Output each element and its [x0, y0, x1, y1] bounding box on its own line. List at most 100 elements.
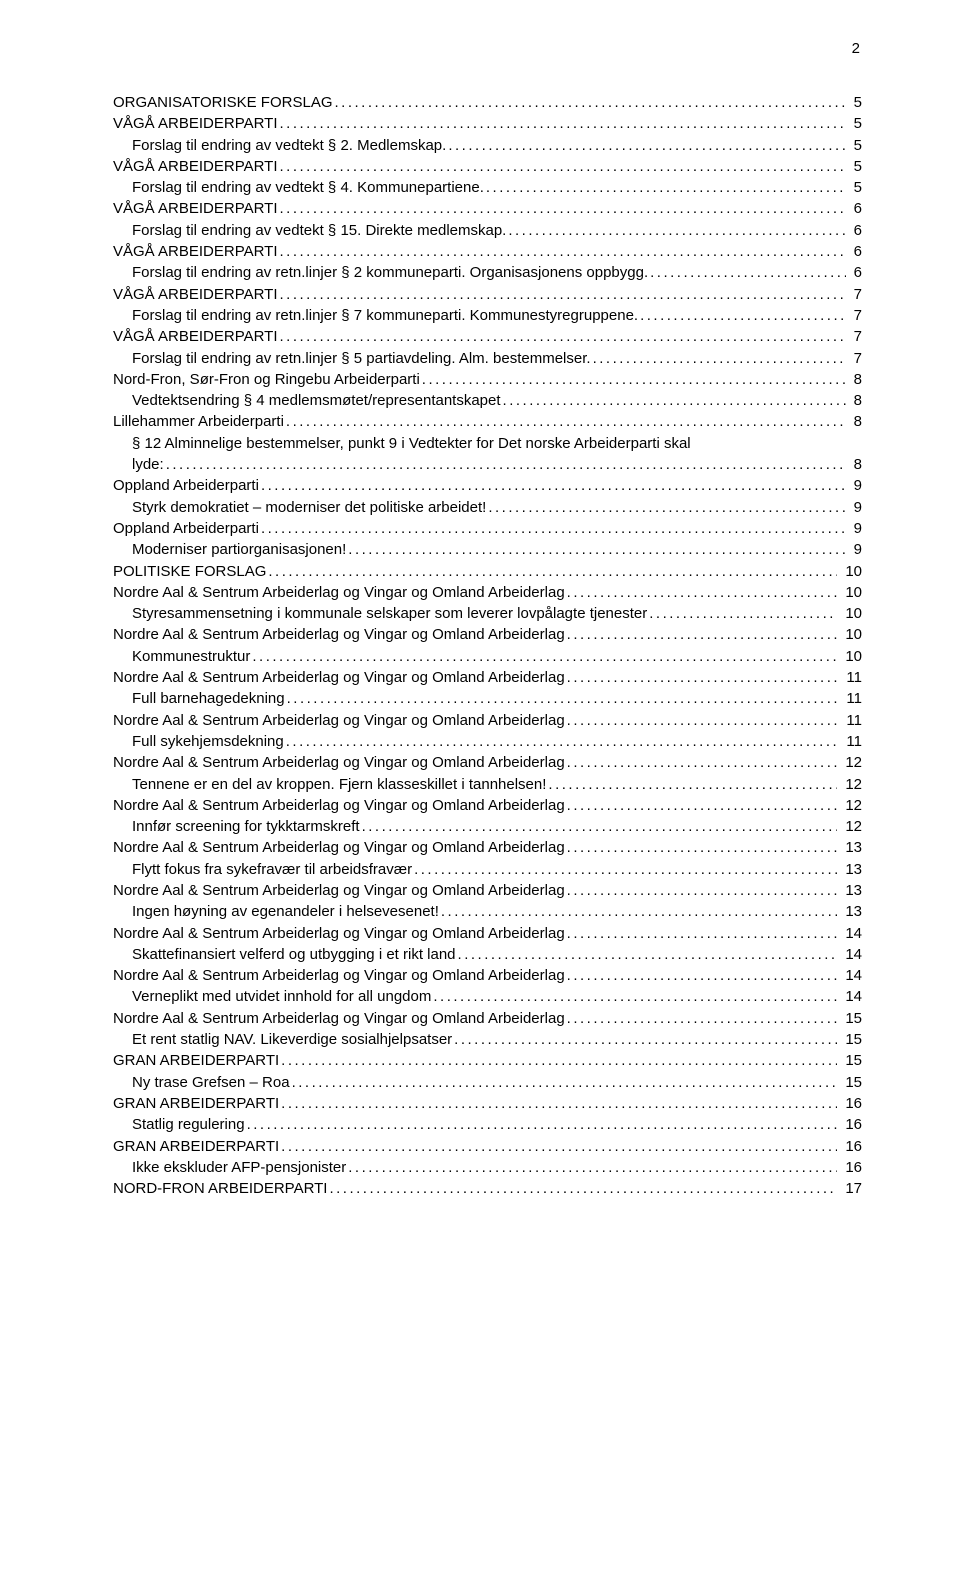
toc-leader-dots	[593, 348, 846, 369]
toc-entry-page: 10	[839, 582, 862, 603]
toc-row: Forslag til endring av vedtekt § 2. Medl…	[113, 135, 862, 156]
toc-entry-page: 14	[839, 944, 862, 965]
toc-leader-dots	[448, 135, 845, 156]
toc-entry-label: Vedtektsendring § 4 medlemsmøtet/represe…	[132, 390, 501, 411]
toc-entry-page: 16	[839, 1093, 862, 1114]
toc-entry-label: Nordre Aal & Sentrum Arbeiderlag og Ving…	[113, 880, 565, 901]
toc-entry-page: 11	[840, 710, 862, 731]
toc-leader-dots	[280, 156, 846, 177]
toc-row: Oppland Arbeiderparti9	[113, 518, 862, 539]
toc-entry-label: Full sykehjemsdekning	[132, 731, 284, 752]
toc-leader-dots	[567, 710, 839, 731]
toc-row: Et rent statlig NAV. Likeverdige sosialh…	[113, 1029, 862, 1050]
toc-leader-dots	[281, 1136, 837, 1157]
toc-row: Nordre Aal & Sentrum Arbeiderlag og Ving…	[113, 965, 862, 986]
toc-entry-label: Forslag til endring av vedtekt § 15. Dir…	[132, 220, 506, 241]
toc-entry-label: NORD-FRON ARBEIDERPARTI	[113, 1178, 327, 1199]
toc-leader-dots	[454, 1029, 837, 1050]
toc-leader-dots	[252, 646, 837, 667]
toc-row: Flytt fokus fra sykefravær til arbeidsfr…	[113, 859, 862, 880]
toc-entry-page: 8	[848, 454, 862, 475]
toc-entry-page: 10	[839, 624, 862, 645]
toc-entry-page: 5	[848, 92, 862, 113]
toc-row: Styrk demokratiet – moderniser det polit…	[113, 497, 862, 518]
toc-entry-label: Kommunestruktur	[132, 646, 250, 667]
toc-entry-page: 5	[848, 156, 862, 177]
toc-entry-page: 6	[848, 241, 862, 262]
toc-leader-dots	[362, 816, 838, 837]
toc-row: Full sykehjemsdekning 11	[113, 731, 862, 752]
toc-entry-page: 15	[839, 1029, 862, 1050]
toc-entry-label: Statlig regulering	[132, 1114, 245, 1135]
toc-entry-label: Oppland Arbeiderparti	[113, 475, 259, 496]
toc-leader-dots	[649, 603, 837, 624]
toc-entry-label: § 12 Alminnelige bestemmelser, punkt 9 i…	[132, 433, 691, 454]
toc-leader-dots	[567, 837, 838, 858]
toc-entry-page: 11	[840, 688, 862, 709]
toc-entry-label: GRAN ARBEIDERPARTI	[113, 1093, 279, 1114]
toc-leader-dots	[567, 795, 838, 816]
toc-row: Forslag til endring av retn.linjer § 7 k…	[113, 305, 862, 326]
toc-row: VÅGÅ ARBEIDERPARTI7	[113, 284, 862, 305]
toc-leader-dots	[414, 859, 837, 880]
toc-leader-dots	[508, 220, 845, 241]
toc-row: POLITISKE FORSLAG10	[113, 561, 862, 582]
toc-entry-label: Styrk demokratiet – moderniser det polit…	[132, 497, 486, 518]
toc-leader-dots	[422, 369, 846, 390]
toc-entry-page: 13	[839, 859, 862, 880]
toc-entry-page: 10	[839, 646, 862, 667]
toc-entry-label: Nordre Aal & Sentrum Arbeiderlag og Ving…	[113, 795, 565, 816]
toc-leader-dots	[567, 965, 838, 986]
toc-leader-dots	[640, 305, 846, 326]
toc-leader-dots	[280, 198, 846, 219]
toc-leader-dots	[281, 1050, 837, 1071]
toc-entry-page: 11	[840, 731, 862, 752]
toc-leader-dots	[329, 1178, 837, 1199]
toc-entry-label: Full barnehagedekning	[132, 688, 285, 709]
toc-leader-dots	[286, 411, 846, 432]
toc-leader-dots	[280, 326, 846, 347]
toc-entry-page: 17	[839, 1178, 862, 1199]
toc-leader-dots	[433, 986, 837, 1007]
toc-row: Nordre Aal & Sentrum Arbeiderlag og Ving…	[113, 1008, 862, 1029]
toc-entry-label: Nordre Aal & Sentrum Arbeiderlag og Ving…	[113, 582, 565, 603]
toc-leader-dots	[567, 667, 839, 688]
toc-row: Oppland Arbeiderparti 9	[113, 475, 862, 496]
toc-leader-dots	[280, 241, 846, 262]
toc-entry-page: 5	[848, 135, 862, 156]
toc-entry-label: Nordre Aal & Sentrum Arbeiderlag og Ving…	[113, 667, 565, 688]
toc-entry-page: 11	[840, 667, 862, 688]
toc-entry-page: 8	[848, 390, 862, 411]
toc-row: GRAN ARBEIDERPARTI 16	[113, 1093, 862, 1114]
toc-entry-label: Verneplikt med utvidet innhold for all u…	[132, 986, 431, 1007]
toc-entry-page: 6	[848, 220, 862, 241]
toc-entry-label: Et rent statlig NAV. Likeverdige sosialh…	[132, 1029, 452, 1050]
toc-entry-page: 15	[839, 1008, 862, 1029]
toc-entry-label: Forslag til endring av vedtekt § 2. Medl…	[132, 135, 446, 156]
toc-row: Skattefinansiert velferd og utbygging i …	[113, 944, 862, 965]
toc-row: Nordre Aal & Sentrum Arbeiderlag og Ving…	[113, 752, 862, 773]
toc-entry-label: Oppland Arbeiderparti	[113, 518, 259, 539]
toc-leader-dots	[567, 880, 838, 901]
toc-entry-page: 9	[848, 475, 862, 496]
toc-row: Nordre Aal & Sentrum Arbeiderlag og Ving…	[113, 624, 862, 645]
toc-row: Ny trase Grefsen – Roa 15	[113, 1072, 862, 1093]
toc-entry-page: 12	[839, 774, 862, 795]
toc-row: Nordre Aal & Sentrum Arbeiderlag og Ving…	[113, 923, 862, 944]
toc-leader-dots	[650, 262, 846, 283]
toc-entry-page: 10	[839, 561, 862, 582]
toc-row: Moderniser partiorganisasjonen!9	[113, 539, 862, 560]
toc-entry-page: 16	[839, 1157, 862, 1178]
toc-entry-page: 13	[839, 837, 862, 858]
toc-row: Nord-Fron, Sør-Fron og Ringebu Arbeiderp…	[113, 369, 862, 390]
toc-row: Forslag til endring av retn.linjer § 5 p…	[113, 348, 862, 369]
toc-row: Statlig regulering16	[113, 1114, 862, 1135]
toc-row: Lillehammer Arbeiderparti8	[113, 411, 862, 432]
toc-entry-label: ORGANISATORISKE FORSLAG	[113, 92, 333, 113]
toc-row: Nordre Aal & Sentrum Arbeiderlag og Ving…	[113, 795, 862, 816]
toc-entry-page: 8	[848, 411, 862, 432]
toc-leader-dots	[567, 923, 838, 944]
toc-entry-page: 15	[839, 1072, 862, 1093]
toc-entry-label: Ny trase Grefsen – Roa	[132, 1072, 290, 1093]
toc-entry-label: Nordre Aal & Sentrum Arbeiderlag og Ving…	[113, 710, 565, 731]
